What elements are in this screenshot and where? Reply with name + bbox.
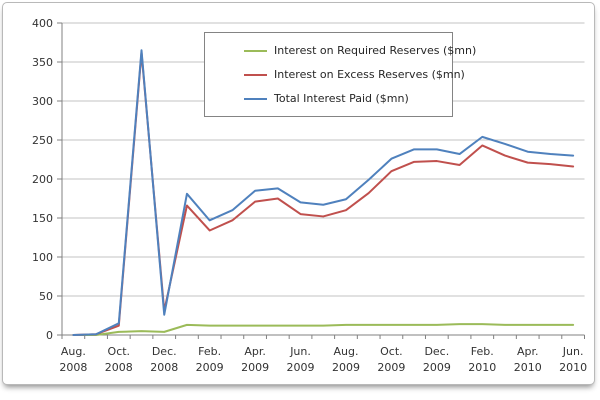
x-tick-label: Feb. 2009 — [196, 345, 224, 374]
y-tick-label: 200 — [32, 173, 53, 186]
series-line-2 — [72, 49, 575, 336]
legend-entry-total-interest: Total Interest Paid ($mn) — [244, 92, 452, 105]
x-axis-labels: Aug. 2008 Oct. 2008 Dec. 2008 Feb. 2009 Apr. 2009… — [59, 345, 587, 374]
required-reserves-line-swatch — [244, 49, 267, 52]
y-tick-label: 250 — [32, 134, 53, 147]
total-interest-line-swatch — [244, 97, 267, 100]
series-lines — [72, 49, 575, 336]
x-tick-label: Feb. 2010 — [468, 345, 496, 374]
x-tick-label: Oct. 2009 — [377, 345, 405, 374]
line-chart: 0 50 100 150 200 250 300 350 400 Aug. 2008 Oct. 2008… — [32, 17, 587, 374]
x-tick-label: Jun. 2010 — [559, 345, 587, 374]
y-tick-label: 150 — [32, 212, 53, 225]
x-tick-label: Oct. 2008 — [105, 345, 133, 374]
x-tick-label: Dec. 2009 — [423, 345, 451, 374]
legend-entry-required-reserves: Interest on Required Reserves ($mn) — [244, 44, 476, 57]
x-tick-label: Aug. 2009 — [332, 345, 360, 374]
legend-label: Total Interest Paid ($mn) — [274, 92, 409, 105]
x-tick-label: Apr. 2010 — [514, 345, 542, 374]
legend-label: Interest on Excess Reserves ($mn) — [274, 68, 465, 81]
x-tick-label: Dec. 2008 — [150, 345, 178, 374]
x-tick-label: Apr. 2009 — [241, 345, 269, 374]
y-tick-label: 0 — [46, 329, 53, 342]
legend-entry-excess-reserves: Interest on Excess Reserves ($mn) — [244, 68, 465, 81]
y-tick-label: 100 — [32, 251, 53, 264]
y-tick-label: 350 — [32, 56, 53, 69]
axes — [61, 23, 585, 336]
legend-label: Interest on Required Reserves ($mn) — [274, 44, 477, 57]
y-tick-label: 400 — [32, 17, 53, 30]
chart-frame: 0 50 100 150 200 250 300 350 400 Aug. 2008 Oct. 2008… — [2, 2, 595, 385]
x-tick-label: Jun. 2009 — [287, 345, 315, 374]
y-tick-label: 300 — [32, 95, 53, 108]
x-tick-label: Aug. 2008 — [59, 345, 87, 374]
series-line-0 — [72, 323, 575, 336]
y-axis-labels: 0 50 100 150 200 250 300 350 400 — [32, 17, 53, 342]
excess-reserves-line-swatch — [244, 73, 267, 76]
axis-ticks — [57, 22, 585, 339]
y-tick-label: 50 — [39, 290, 53, 303]
chart-legend: Interest on Required Reserves ($mn) Inte… — [204, 32, 476, 117]
